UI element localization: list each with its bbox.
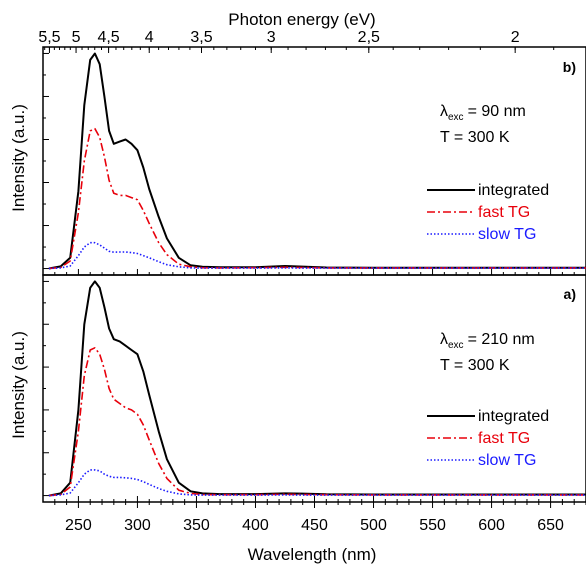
x-tick-label: 350 <box>183 517 210 534</box>
top-tick-label: 2,5 <box>358 29 380 46</box>
panel-b: b) Intensity (a.u.) λexc = 90 nm T = 300 … <box>9 31 586 276</box>
panel-a-y-axis-label: Intensity (a.u.) <box>9 331 28 439</box>
panel-b-legend: integrated fast TG slow TG <box>427 182 549 243</box>
x-tick-label: 250 <box>65 517 92 534</box>
panel-a-lambda-subscript: exc <box>448 340 464 351</box>
top-tick-label: 2 <box>511 29 520 46</box>
panel-b-excitation-annotation: λexc = 90 nm <box>440 103 526 123</box>
panel-a-series-integrated <box>48 280 586 497</box>
top-axis-title: Photon energy (eV) <box>228 10 375 29</box>
x-tick-label: 300 <box>124 517 151 534</box>
legend-label-fast-tg: fast TG <box>478 430 530 447</box>
panel-a-excitation-annotation: λexc = 210 nm <box>440 331 535 351</box>
x-tick-label: 550 <box>419 517 446 534</box>
top-tick-label: 5 <box>72 29 81 46</box>
panel-a: a) Intensity (a.u.) λexc = 210 nm T = 300… <box>9 259 586 503</box>
legend-label-fast-tg: fast TG <box>478 204 530 221</box>
panel-b-temperature-annotation: T = 300 K <box>440 129 510 146</box>
panel-b-label: b) <box>563 59 576 75</box>
panel-b-series-integrated <box>48 52 586 270</box>
panel-a-legend: integrated fast TG slow TG <box>427 408 549 469</box>
bottom-wavelength-axis: 250 300 350 400 450 500 550 600 650 <box>54 502 586 534</box>
panel-b-y-axis-label: Intensity (a.u.) <box>9 104 28 212</box>
panel-b-series-slow-tg <box>48 241 586 270</box>
top-energy-axis: 5,5 5 4,5 4 3,5 3 2,5 2 <box>38 29 555 53</box>
x-tick-label: 400 <box>242 517 269 534</box>
legend-label-slow-tg: slow TG <box>478 452 536 469</box>
top-tick-label: 4,5 <box>97 29 119 46</box>
bottom-axis-title: Wavelength (nm) <box>248 545 377 564</box>
x-tick-label: 450 <box>301 517 328 534</box>
panel-b-lambda-value: = 90 nm <box>468 103 526 120</box>
top-tick-label: 5,5 <box>38 29 60 46</box>
legend-label-integrated: integrated <box>478 182 549 199</box>
top-tick-label: 4 <box>145 29 154 46</box>
panel-a-lambda-symbol: λ <box>440 331 448 348</box>
legend-label-slow-tg: slow TG <box>478 226 536 243</box>
x-tick-label: 600 <box>478 517 505 534</box>
panel-b-lambda-symbol: λ <box>440 103 448 120</box>
panel-b-lambda-subscript: exc <box>448 112 464 123</box>
panel-a-series-fast-tg <box>48 347 586 497</box>
legend-label-integrated: integrated <box>478 408 549 425</box>
x-tick-label: 500 <box>360 517 387 534</box>
panel-a-plot-area <box>42 259 586 503</box>
panel-a-temperature-annotation: T = 300 K <box>440 357 510 374</box>
top-tick-label: 3 <box>267 29 276 46</box>
panel-a-lambda-value: = 210 nm <box>468 331 535 348</box>
x-tick-label: 650 <box>537 517 564 534</box>
panel-a-label: a) <box>564 286 576 302</box>
panel-a-series-slow-tg <box>48 469 586 497</box>
top-tick-label: 3,5 <box>190 29 212 46</box>
panel-b-series-fast-tg <box>48 127 586 270</box>
